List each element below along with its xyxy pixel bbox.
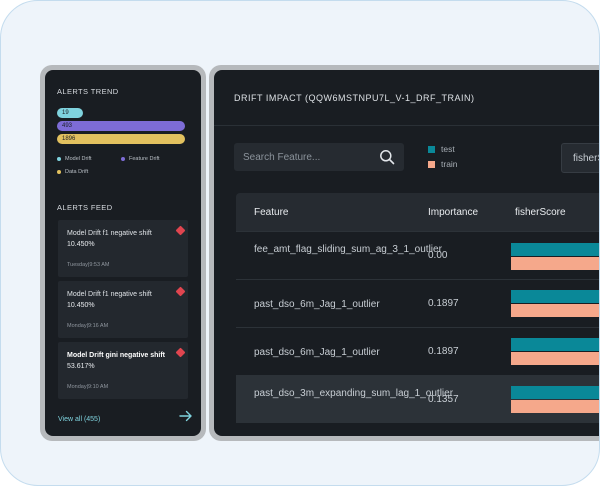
feature-cell: past_dso_3m_expanding_sum_lag_1_outlier bbox=[254, 388, 454, 399]
fisherscore-test-bar bbox=[511, 290, 599, 303]
importance-cell: 0.00 bbox=[428, 250, 448, 261]
table-header: Feature Importance fisherScore bbox=[236, 193, 599, 231]
legend-label: train bbox=[441, 159, 458, 169]
alert-card[interactable]: Model Drift f1 negative shift 10.450% Tu… bbox=[58, 220, 188, 277]
table-row[interactable]: past_dso_6m_Jag_1_outlier 0.1897 bbox=[236, 327, 599, 375]
legend-swatch bbox=[428, 146, 435, 154]
divider bbox=[214, 125, 599, 126]
search-icon[interactable] bbox=[379, 149, 395, 165]
warning-icon bbox=[175, 225, 186, 236]
legend-item-feature-drift: Feature Drift bbox=[121, 156, 160, 162]
feature-table: Feature Importance fisherScore fee_amt_f… bbox=[236, 193, 599, 436]
legend-label: Feature Drift bbox=[129, 156, 160, 162]
alert-percent: 10.450% bbox=[67, 302, 95, 309]
alert-percent: 10.450% bbox=[67, 241, 95, 248]
drift-impact-title: DRIFT IMPACT (QQW6MSTNPU7L_V-1_DRF_TRAIN… bbox=[234, 93, 475, 103]
fisherscore-train-bar bbox=[511, 352, 599, 365]
legend-label: Model Drift bbox=[65, 156, 92, 162]
legend-item-train: train bbox=[428, 159, 458, 169]
alert-percent: 53.617% bbox=[67, 363, 95, 370]
table-row[interactable]: past_dso_6m_Jag_1_outlier 0.1897 bbox=[236, 279, 599, 327]
importance-cell: 0.1357 bbox=[428, 394, 459, 405]
table-row[interactable]: fee_amt_flag_sliding_sum_ag_3_1_outlier … bbox=[236, 231, 599, 279]
legend-item-test: test bbox=[428, 144, 455, 154]
column-header-importance[interactable]: Importance bbox=[428, 207, 479, 218]
alert-card[interactable]: Model Drift f1 negative shift 10.450% Mo… bbox=[58, 281, 188, 338]
legend-label: Data Drift bbox=[65, 169, 89, 175]
trend-bar-data-drift[interactable]: 1896 bbox=[57, 134, 185, 144]
alert-card[interactable]: Model Drift gini negative shift 53.617% … bbox=[58, 342, 188, 399]
importance-cell: 0.1897 bbox=[428, 346, 459, 357]
alert-title: Model Drift gini negative shift bbox=[67, 352, 166, 359]
column-header-fisherscore[interactable]: fisherScore bbox=[515, 207, 566, 218]
alerts-trend-title: ALERTS TREND bbox=[57, 87, 119, 96]
alert-date: Monday|9:10 AM bbox=[67, 384, 109, 390]
drift-impact-panel: DRIFT IMPACT (QQW6MSTNPU7L_V-1_DRF_TRAIN… bbox=[214, 70, 599, 436]
column-header-feature[interactable]: Feature bbox=[254, 207, 289, 218]
legend-dot bbox=[57, 156, 61, 161]
score-select-value: fisherS bbox=[573, 153, 599, 164]
fisherscore-train-bar bbox=[511, 400, 599, 413]
search-feature-field[interactable]: Search Feature... bbox=[234, 143, 404, 171]
search-placeholder: Search Feature... bbox=[243, 152, 321, 163]
alert-date: Monday|9:16 AM bbox=[67, 323, 109, 329]
score-select[interactable]: fisherS bbox=[561, 143, 599, 173]
legend-dot bbox=[57, 169, 61, 174]
fisherscore-train-bar bbox=[511, 304, 599, 317]
trend-bar-model-drift[interactable]: 19 bbox=[57, 108, 83, 118]
fisherscore-train-bar bbox=[511, 257, 599, 270]
alerts-feed-title: ALERTS FEED bbox=[57, 203, 113, 212]
alert-title: Model Drift f1 negative shift bbox=[67, 230, 152, 237]
feature-cell: fee_amt_flag_sliding_sum_ag_3_1_outlier bbox=[254, 244, 442, 255]
alerts-panel: ALERTS TREND 19 493 1896 Model Drift Fea… bbox=[45, 70, 201, 436]
importance-cell: 0.1897 bbox=[428, 298, 459, 309]
drift-panel-shell: DRIFT IMPACT (QQW6MSTNPU7L_V-1_DRF_TRAIN… bbox=[209, 65, 599, 441]
warning-icon bbox=[175, 286, 186, 297]
feature-cell: past_dso_6m_Jag_1_outlier bbox=[254, 347, 380, 358]
feature-cell: past_dso_6m_Jag_1_outlier bbox=[254, 299, 380, 310]
fisherscore-test-bar bbox=[511, 338, 599, 351]
legend-dot bbox=[121, 156, 125, 161]
legend-swatch bbox=[428, 161, 435, 169]
alert-title: Model Drift f1 negative shift bbox=[67, 291, 152, 298]
fisherscore-test-bar bbox=[511, 386, 599, 399]
table-row[interactable]: past_dso_3m_expanding_sum_lag_1_outlier … bbox=[236, 375, 599, 423]
warning-icon bbox=[175, 347, 186, 358]
fisherscore-test-bar bbox=[511, 243, 599, 256]
trend-bar-feature-drift[interactable]: 493 bbox=[57, 121, 185, 131]
legend-label: test bbox=[441, 144, 455, 154]
legend-item-data-drift: Data Drift bbox=[57, 169, 88, 175]
arrow-right-icon[interactable] bbox=[179, 410, 193, 422]
view-all-link[interactable]: View all (455) bbox=[58, 416, 101, 423]
legend-item-model-drift: Model Drift bbox=[57, 156, 92, 162]
alert-date: Tuesday|9:53 AM bbox=[67, 262, 110, 268]
alerts-panel-shell: ALERTS TREND 19 493 1896 Model Drift Fea… bbox=[40, 65, 206, 441]
